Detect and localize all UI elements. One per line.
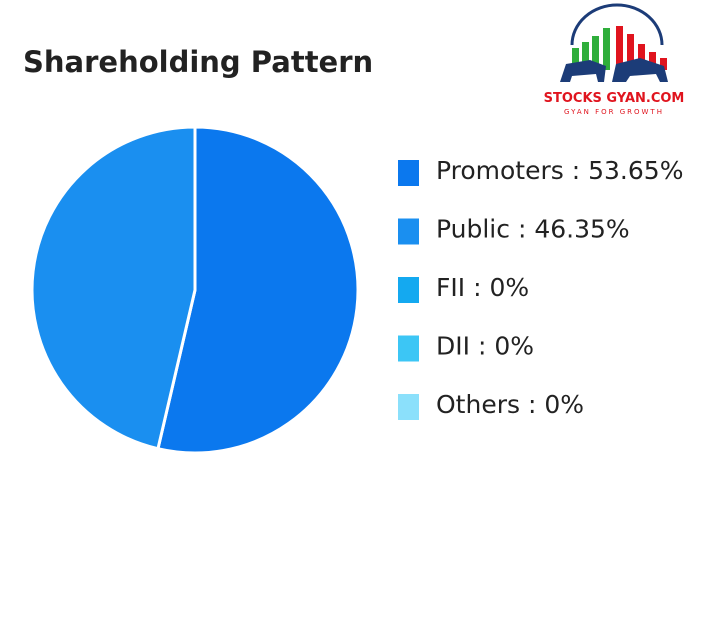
logo-arc [570, 3, 664, 46]
logo-bar [572, 48, 579, 70]
legend-value: 46.35% [534, 215, 629, 244]
logo-title: STOCKS GYAN.COM [544, 91, 685, 106]
chart-title: Shareholding Pattern [23, 45, 373, 79]
legend-separator: : [564, 156, 588, 185]
legend-label: DII : 0% [436, 332, 534, 361]
legend-value: 0% [494, 332, 534, 361]
legend-label: FII : 0% [436, 273, 529, 302]
legend-value: 0% [544, 390, 584, 419]
legend-value: 53.65% [588, 156, 683, 185]
legend-label: Public : 46.35% [436, 215, 630, 244]
legend-swatch [398, 218, 419, 245]
legend-name: Promoters [436, 156, 564, 185]
pie-slice [156, 125, 360, 455]
logo-tagline: GYAN FOR GROWTH [564, 108, 664, 116]
logo-bar [616, 26, 623, 70]
legend-label: Others : 0% [436, 390, 584, 419]
logo-bar [592, 36, 599, 70]
logo: STOCKS GYAN.COM GYAN FOR GROWTH [544, 3, 685, 116]
legend-separator: : [520, 390, 544, 419]
legend: Promoters : 53.65%Public : 46.35%FII : 0… [398, 156, 683, 420]
logo-bar [638, 44, 645, 70]
legend-swatch [398, 160, 419, 186]
legend-name: Public [436, 215, 510, 244]
legend-separator: : [470, 332, 494, 361]
legend-name: DII [436, 332, 470, 361]
legend-separator: : [510, 215, 534, 244]
pie-slice [30, 125, 197, 451]
legend-swatch [398, 277, 419, 303]
logo-bar [582, 42, 589, 70]
legend-separator: : [465, 273, 489, 302]
pie [30, 125, 360, 455]
legend-name: FII [436, 273, 465, 302]
logo-bar [627, 34, 634, 70]
legend-swatch [398, 394, 419, 420]
legend-swatch [398, 335, 419, 362]
logo-bar [603, 28, 610, 70]
logo-bear [612, 58, 668, 82]
logo-bar [649, 52, 656, 70]
legend-value: 0% [489, 273, 529, 302]
legend-name: Others [436, 390, 520, 419]
legend-label: Promoters : 53.65% [436, 156, 683, 185]
logo-bar [660, 58, 667, 70]
logo-bull [560, 60, 606, 82]
